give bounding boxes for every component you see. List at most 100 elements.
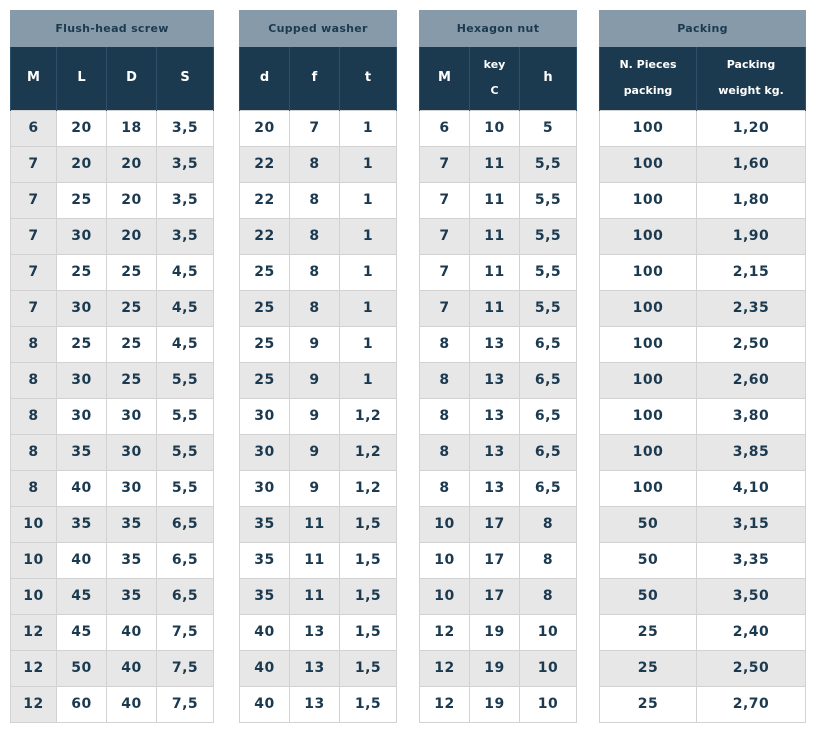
table-row: 7 25 20 3,5 xyxy=(10,181,215,219)
table-cell: 25 xyxy=(106,253,157,291)
table-row: 8 13 6,5 xyxy=(419,397,578,435)
table-cell: 8 xyxy=(289,253,340,291)
table-cell: 7 xyxy=(419,217,470,255)
table-row: 100 2,60 xyxy=(599,361,807,399)
table-row: 30 9 1,2 xyxy=(239,397,398,435)
table-cell: 1,60 xyxy=(695,145,807,183)
table-cell: 17 xyxy=(469,577,520,615)
table-cell: 11 xyxy=(289,505,340,543)
table-cell: 1,5 xyxy=(338,541,398,579)
table-cell: 10 xyxy=(10,577,57,615)
table-cell: 7 xyxy=(289,109,340,147)
table-row: 7 11 5,5 xyxy=(419,289,578,327)
table-row: 7 11 5,5 xyxy=(419,217,578,255)
table-cell: 18 xyxy=(106,109,157,147)
table-row: 10 17 8 xyxy=(419,505,578,543)
table-cell: 7 xyxy=(419,289,470,327)
table-row: 30 9 1,2 xyxy=(239,433,398,471)
table-cell: 1,2 xyxy=(338,433,398,471)
table-cell: 35 xyxy=(106,505,157,543)
table-row: 10 40 35 6,5 xyxy=(10,541,215,579)
table-row: 100 3,85 xyxy=(599,433,807,471)
table-cell: 5,5 xyxy=(155,397,215,435)
table-cell: 40 xyxy=(239,685,290,723)
table-row: 12 19 10 xyxy=(419,649,578,687)
table-cell: 100 xyxy=(599,433,697,471)
table-cell: 20 xyxy=(106,217,157,255)
column-header-line: C xyxy=(490,84,499,98)
table-cell: 8 xyxy=(518,541,578,579)
table-row: 7 11 5,5 xyxy=(419,253,578,291)
table-cell: 5,5 xyxy=(518,181,578,219)
cupped-washer-table: Cupped washer d f t 20 7 1 22 8 1 22 8 1 22 8 1 25 8 1 25 8 1… xyxy=(238,10,398,723)
table-cell: 13 xyxy=(289,649,340,687)
table-row: 8 35 30 5,5 xyxy=(10,433,215,471)
table-cell: 2,50 xyxy=(695,325,807,363)
table-cell: 35 xyxy=(239,505,290,543)
table-row: 8 13 6,5 xyxy=(419,469,578,507)
table-cell: 7 xyxy=(419,145,470,183)
table-cell: 13 xyxy=(469,433,520,471)
table-cell: 20 xyxy=(106,145,157,183)
table-cell: 25 xyxy=(599,685,697,723)
column-header-line: weight kg. xyxy=(718,84,784,98)
table-cell: 25 xyxy=(56,253,107,291)
table-row: 7 25 25 4,5 xyxy=(10,253,215,291)
table-cell: 1,2 xyxy=(338,397,398,435)
table-cell: 100 xyxy=(599,181,697,219)
table-cell: 1 xyxy=(338,289,398,327)
table-cell: 25 xyxy=(56,325,107,363)
table-cell: 22 xyxy=(239,181,290,219)
table-title: Flush-head screw xyxy=(9,10,215,47)
table-cell: 6 xyxy=(10,109,57,147)
table-cell: 30 xyxy=(239,397,290,435)
table-cell: 40 xyxy=(106,685,157,723)
table-cell: 25 xyxy=(599,649,697,687)
table-cell: 3,15 xyxy=(695,505,807,543)
table-cell: 4,5 xyxy=(155,253,215,291)
table-title: Hexagon nut xyxy=(418,10,578,47)
table-cell: 60 xyxy=(56,685,107,723)
table-row: 6 10 5 xyxy=(419,109,578,147)
table-row: 6 20 18 3,5 xyxy=(10,109,215,147)
table-cell: 17 xyxy=(469,505,520,543)
column-header-f: f xyxy=(289,47,340,110)
table-row: 12 19 10 xyxy=(419,685,578,723)
table-title: Cupped washer xyxy=(238,10,398,47)
table-cell: 3,5 xyxy=(155,145,215,183)
table-cell: 30 xyxy=(56,361,107,399)
column-header-n-pieces: N. Pieces packing xyxy=(599,47,697,110)
table-cell: 1 xyxy=(338,145,398,183)
table-row: 8 13 6,5 xyxy=(419,433,578,471)
table-cell: 8 xyxy=(289,181,340,219)
table-row: 35 11 1,5 xyxy=(239,505,398,543)
table-cell: 35 xyxy=(239,541,290,579)
table-cell: 8 xyxy=(10,469,57,507)
table-cell: 7 xyxy=(10,253,57,291)
table-row: 22 8 1 xyxy=(239,217,398,255)
table-row: 10 35 35 6,5 xyxy=(10,505,215,543)
table-row: 12 50 40 7,5 xyxy=(10,649,215,687)
column-header-m: M xyxy=(419,47,470,110)
table-cell: 100 xyxy=(599,109,697,147)
table-cell: 30 xyxy=(239,433,290,471)
table-cell: 6,5 xyxy=(518,325,578,363)
table-cell: 8 xyxy=(289,145,340,183)
table-cell: 4,10 xyxy=(695,469,807,507)
table-cell: 1,5 xyxy=(338,649,398,687)
table-row: 40 13 1,5 xyxy=(239,649,398,687)
table-cell: 1 xyxy=(338,253,398,291)
table-cell: 10 xyxy=(518,649,578,687)
table-cell: 7 xyxy=(419,181,470,219)
table-row: 8 30 30 5,5 xyxy=(10,397,215,435)
table-cell: 30 xyxy=(239,469,290,507)
table-row: 50 3,15 xyxy=(599,505,807,543)
table-cell: 25 xyxy=(239,253,290,291)
table-cell: 25 xyxy=(239,289,290,327)
table-cell: 100 xyxy=(599,145,697,183)
table-cell: 40 xyxy=(56,541,107,579)
table-cell: 40 xyxy=(106,649,157,687)
table-cell: 2,70 xyxy=(695,685,807,723)
table-cell: 1 xyxy=(338,361,398,399)
table-cell: 25 xyxy=(106,289,157,327)
